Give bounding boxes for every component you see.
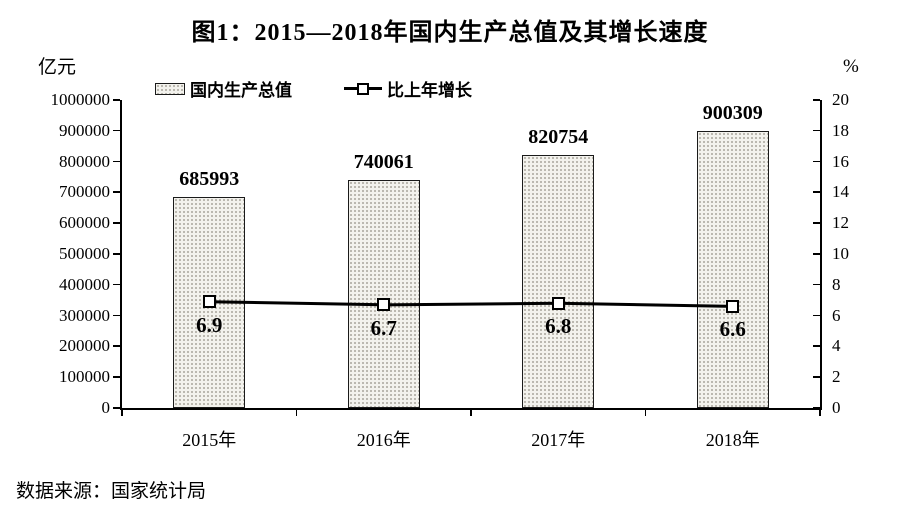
x-axis-label: 2017年	[531, 430, 586, 450]
legend-label-growth: 比上年增长	[387, 81, 472, 100]
x-axis-label: 2015年	[182, 430, 237, 450]
gdp-bar	[347, 180, 420, 408]
x-axis-label: 2018年	[705, 430, 760, 450]
legend: 国内生产总值 比上年增长	[155, 76, 472, 101]
left-axis-tick	[113, 222, 120, 224]
right-axis-tick	[813, 345, 820, 347]
x-axis-tick	[819, 408, 821, 416]
y-axis-tick-label-left: 500000	[59, 244, 110, 263]
bar-value-label: 820754	[528, 126, 589, 149]
y-axis-tick-label-right: 14	[832, 182, 849, 202]
y-axis-tick-label-right: 16	[832, 151, 849, 171]
left-axis-tick	[113, 129, 120, 132]
plot-area: 685993 740061 820754 900309 6.9 6.7 6.8 6.6	[113, 99, 822, 416]
left-axis-tick	[113, 99, 120, 101]
growth-value-label: 6.6	[719, 317, 746, 342]
y-axis-tick-label-right: 8	[832, 274, 841, 294]
left-axis-unit-label: 亿元	[38, 57, 77, 78]
data-source-note: 数据来源：国家统计局	[16, 481, 207, 502]
y-axis-tick-label-right: 0	[832, 398, 841, 417]
square-marker-icon	[357, 82, 369, 95]
x-axis-tick	[644, 408, 647, 416]
right-axis-tick	[813, 160, 820, 163]
left-axis-tick	[113, 191, 120, 193]
right-axis-tick	[813, 283, 820, 286]
y-axis-tick-label-right: 10	[832, 244, 849, 263]
legend-item-gdp: 国内生产总值	[155, 76, 292, 101]
left-axis-tick	[113, 283, 120, 286]
y-axis-tick-label-left: 100000	[59, 367, 110, 387]
right-axis-tick	[813, 222, 820, 224]
y-axis-tick-label-right: 6	[832, 305, 841, 325]
left-axis-tick	[113, 160, 120, 163]
gdp-bar	[696, 130, 769, 408]
right-axis-tick	[813, 314, 820, 317]
y-axis-tick-label-left: 200000	[59, 336, 110, 356]
y-axis-tick-label-left: 700000	[59, 182, 110, 202]
growth-marker	[377, 298, 391, 312]
y-axis-tick-label-left: 800000	[59, 151, 110, 171]
right-axis-tick	[813, 376, 820, 378]
gdp-bar	[522, 155, 595, 408]
y-axis-tick-label-left: 900000	[59, 120, 110, 140]
x-axis-tick	[121, 408, 123, 416]
y-axis-tick-label-left: 0	[101, 398, 111, 417]
right-axis-tick	[813, 253, 820, 255]
legend-item-growth: 比上年增长	[344, 76, 472, 101]
y-axis-tick-label-left: 300000	[59, 305, 110, 325]
right-axis-tick	[813, 191, 820, 193]
bar-value-label: 740061	[353, 151, 414, 174]
left-axis-tick	[113, 253, 120, 255]
y-axis-tick-label-left: 1000000	[50, 90, 111, 109]
growth-line	[209, 300, 733, 308]
x-axis-label: 2016年	[356, 430, 411, 450]
y-axis-tick-label-left: 600000	[59, 213, 110, 233]
right-axis-tick	[813, 129, 820, 132]
left-axis-tick	[113, 376, 120, 378]
x-axis-tick	[470, 408, 472, 416]
growth-value-label: 6.7	[370, 315, 397, 340]
x-axis-tick	[295, 408, 298, 416]
bar-value-label: 685993	[179, 167, 240, 190]
left-axis-tick	[113, 407, 120, 409]
y-axis-tick-label-right: 4	[832, 336, 841, 356]
left-axis-tick	[113, 345, 120, 347]
line-marker-swatch-icon	[344, 82, 382, 96]
right-axis-tick	[813, 99, 820, 101]
bar-value-label: 900309	[702, 101, 763, 124]
growth-marker	[202, 295, 216, 309]
left-axis-tick	[113, 314, 120, 317]
y-axis-tick-label-right: 20	[832, 90, 849, 109]
y-axis-tick-label-left: 400000	[59, 274, 110, 294]
chart-title: 图1：2015—2018年国内生产总值及其增长速度	[191, 20, 709, 46]
growth-value-label: 6.8	[545, 314, 572, 339]
bar-pattern-swatch-icon	[155, 82, 185, 95]
growth-value-label: 6.9	[196, 312, 223, 337]
legend-label-gdp: 国内生产总值	[190, 81, 292, 100]
right-axis-tick	[813, 407, 820, 409]
y-axis-tick-label-right: 12	[832, 213, 849, 233]
y-axis-tick-label-right: 2	[832, 367, 841, 387]
growth-marker	[551, 296, 565, 310]
y-axis-tick-label-right: 18	[832, 120, 849, 140]
growth-marker	[726, 299, 740, 313]
right-axis-unit-label: %	[843, 56, 859, 77]
